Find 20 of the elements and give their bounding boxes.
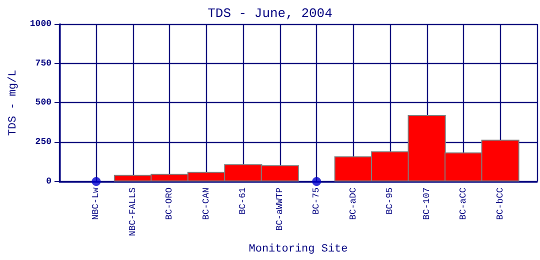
x-tick-label: BC-aWWTP	[274, 187, 285, 231]
x-tick-label: BC-95	[385, 187, 396, 215]
x-axis-title: Monitoring Site	[248, 244, 348, 256]
y-tick-label: 500	[35, 98, 52, 108]
x-tick-label: BC-107	[422, 187, 432, 220]
y-tick-label: 0	[46, 176, 52, 186]
x-tick-label: BC-CAN	[201, 187, 212, 220]
y-axis-title: TDS - mg/L	[8, 70, 20, 136]
x-tick-label: NBC-FALLS	[128, 187, 138, 236]
x-tick-label: BC-75	[312, 187, 322, 215]
x-tick-label: BC-61	[238, 187, 248, 215]
x-tick-label: NBC-Lw	[91, 186, 102, 220]
x-tick-label: BC-aCC	[458, 186, 469, 220]
chart-title: TDS - June, 2004	[208, 6, 333, 21]
x-tick-label: BC-aDC	[348, 186, 358, 220]
y-tick-label: 750	[35, 58, 52, 68]
x-tick-label: BC-ORO	[164, 187, 175, 220]
x-tick-label: BC-bCC	[495, 186, 506, 220]
y-tick-label: 1000	[30, 19, 52, 29]
y-tick-label: 250	[35, 137, 52, 148]
